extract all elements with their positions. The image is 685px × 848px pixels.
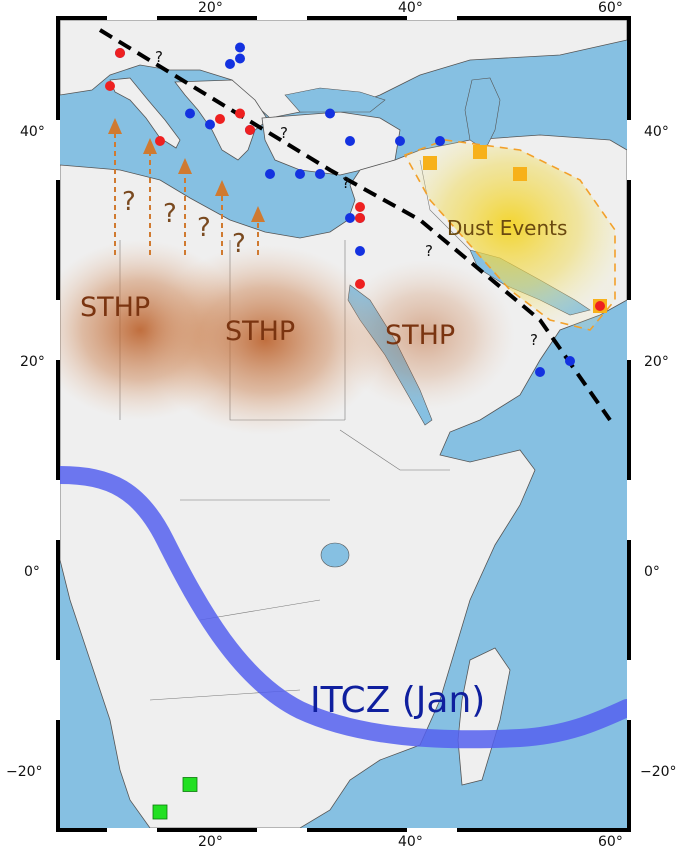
- site-marker-blue: [225, 59, 235, 69]
- site-marker-blue: [355, 246, 365, 256]
- sthp-cloud-central: [145, 245, 385, 435]
- uncertainty-mark: ?: [530, 331, 538, 349]
- lon-tick-top: 20°: [198, 0, 223, 16]
- black-sea: [284, 87, 386, 113]
- site-marker-red: [355, 279, 365, 289]
- question-marks: ? ? ? ? ? ? ? ? ?: [122, 48, 538, 349]
- lat-tick-right: 20°: [644, 354, 669, 370]
- lat-tick-right: −20°: [640, 764, 677, 780]
- lat-tick-left: 0°: [24, 564, 40, 580]
- uncertainty-mark: ?: [232, 229, 246, 259]
- site-marker-blue: [435, 136, 445, 146]
- uncertainty-mark: ?: [197, 213, 211, 243]
- site-marker-blue: [185, 108, 195, 119]
- site-marker-orange: [423, 156, 437, 170]
- uncertainty-mark: ?: [425, 242, 433, 260]
- sthp-label-west: STHP: [80, 292, 150, 323]
- lon-tick-bottom: 60°: [598, 834, 623, 848]
- site-marker-blue: [315, 169, 325, 179]
- uncertainty-mark: ?: [122, 187, 136, 217]
- site-marker-red: [235, 108, 245, 119]
- site-marker-blue: [345, 213, 355, 223]
- site-marker-blue: [205, 119, 215, 130]
- boundary-dashed-line: [98, 28, 612, 422]
- site-marker-blue: [325, 108, 335, 119]
- lat-tick-right: 0°: [644, 564, 660, 580]
- lake: [320, 542, 350, 568]
- site-marker-orange: [473, 145, 487, 159]
- site-marker-green: [182, 777, 198, 792]
- dust-region: [403, 139, 616, 331]
- itcz-label: ITCZ (Jan): [310, 680, 485, 721]
- site-marker-green: [152, 804, 168, 820]
- lon-tick-labels: 20° 40° 60° 20° 40° 60°: [198, 0, 623, 848]
- site-markers: [105, 42, 607, 820]
- lat-tick-left: 40°: [20, 124, 45, 140]
- site-marker-red: [355, 202, 365, 212]
- site-marker-blue: [235, 42, 245, 53]
- site-marker-blue: [235, 53, 245, 64]
- north-arrows: [108, 118, 265, 255]
- site-marker-blue: [295, 169, 305, 179]
- lon-tick-top: 60°: [598, 0, 623, 16]
- site-marker-blue: [565, 356, 575, 366]
- uncertainty-mark: ?: [280, 124, 288, 142]
- uncertainty-mark: ?: [155, 48, 163, 66]
- site-marker-blue: [395, 136, 405, 146]
- lat-tick-left: 20°: [20, 354, 45, 370]
- lat-tick-right: 40°: [644, 124, 669, 140]
- site-marker-orange: [513, 167, 527, 181]
- lon-tick-top: 40°: [398, 0, 423, 16]
- lon-tick-bottom: 20°: [198, 834, 223, 848]
- itcz-band: [60, 466, 627, 749]
- site-marker-red: [105, 81, 115, 91]
- sthp-cloud-east: [335, 260, 515, 410]
- site-marker-red: [355, 213, 365, 223]
- site-marker-red: [115, 48, 125, 58]
- sthp-label-east: STHP: [385, 320, 455, 351]
- site-marker-blue: [265, 169, 275, 179]
- uncertainty-mark: ?: [342, 174, 350, 192]
- lon-tick-bottom: 40°: [398, 834, 423, 848]
- site-marker-red: [215, 114, 225, 124]
- lat-tick-left: −20°: [6, 764, 43, 780]
- dust-events-label: Dust Events: [447, 216, 567, 240]
- sthp-label-central: STHP: [225, 316, 295, 347]
- frame-ticks: [56, 16, 631, 832]
- site-marker-blue: [345, 136, 355, 146]
- caspian-sea: [464, 77, 501, 151]
- uncertainty-mark: ?: [163, 199, 177, 229]
- site-marker-blue: [535, 367, 545, 377]
- madagascar: [457, 647, 511, 786]
- lat-tick-labels: 40° 20° 0° −20° 40° 20° 0° −20°: [6, 124, 677, 780]
- site-marker-red: [245, 125, 255, 135]
- site-marker-red: [155, 136, 165, 146]
- site-marker-red: [595, 301, 605, 311]
